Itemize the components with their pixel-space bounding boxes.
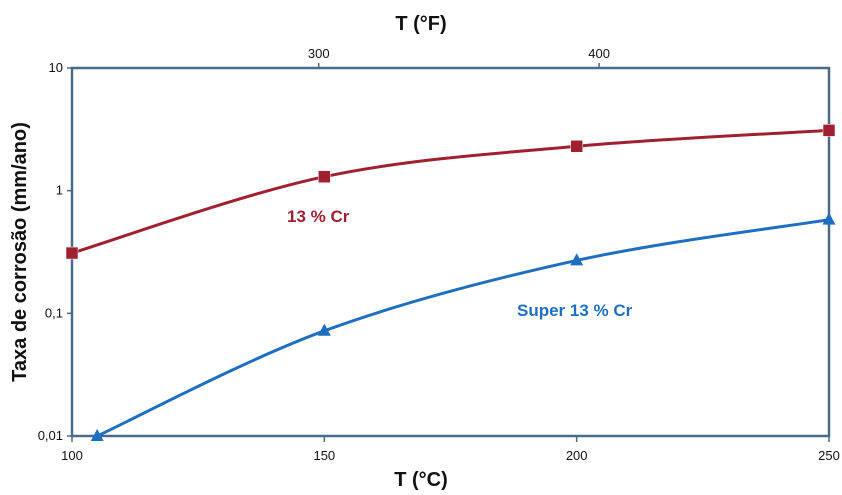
data-point-square [570,140,583,153]
data-point-square [822,124,836,137]
x-axis-title: T (°C) [394,469,448,491]
data-point-triangle [822,212,836,225]
series-line-1 [96,218,830,438]
data-point-square [318,170,331,183]
x-tick-label: 100 [61,448,83,463]
data-point-triangle [317,323,331,336]
y-tick-label: 0,01 [38,428,63,443]
y-tick-label: 0,1 [45,305,63,320]
x2-tick-label: 300 [308,46,330,61]
x2-axis-title: T (°F) [395,13,446,35]
y-tick-label: 1 [56,183,63,198]
series-line-0 [71,128,830,255]
x-tick-label: 200 [566,448,588,463]
series-label-super-13cr: Super 13 % Cr [517,301,633,320]
x-tick-label: 250 [818,448,840,463]
series-label-13cr: 13 % Cr [287,207,350,226]
plot-frame [70,66,831,438]
data-point-triangle [90,428,104,441]
x2-tick-label: 400 [588,46,610,61]
data-point-triangle [570,253,584,266]
y-tick-label: 10 [49,60,63,75]
data-point-square [65,246,79,260]
x-tick-label: 150 [313,448,335,463]
y-axis-title: Taxa de corrosão (mm/ano) [9,122,31,382]
chart-marks: 100 150 200 250 300 400 0,01 0,1 1 10 [38,46,840,463]
